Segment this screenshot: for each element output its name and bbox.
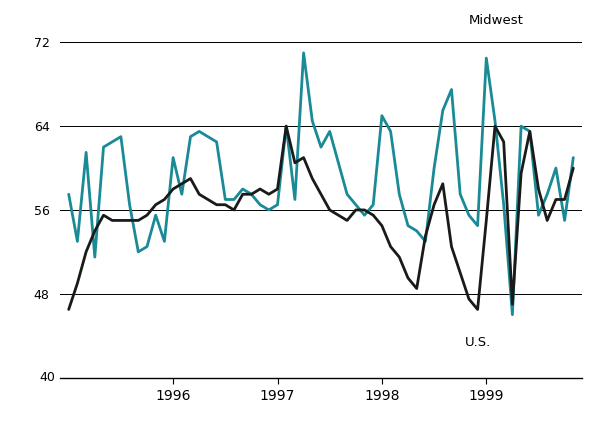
- Text: 40: 40: [40, 371, 56, 384]
- Text: U.S.: U.S.: [464, 335, 491, 349]
- Text: Midwest: Midwest: [469, 14, 524, 27]
